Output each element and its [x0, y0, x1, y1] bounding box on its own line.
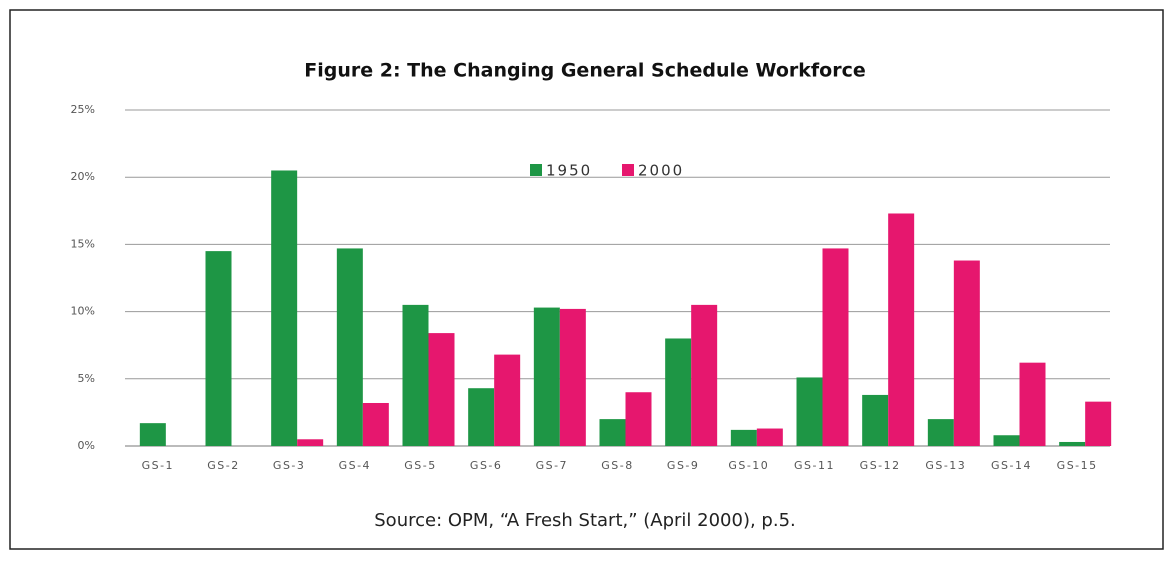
x-tick-label: GS-15 [1057, 459, 1098, 472]
bar [665, 338, 692, 446]
bar [888, 213, 915, 446]
legend-label: 1950 [546, 162, 592, 180]
x-tick-label: GS-5 [404, 459, 436, 472]
x-tick-label: GS-7 [536, 459, 568, 472]
bar [402, 304, 429, 446]
bar [559, 308, 586, 446]
bar [953, 260, 980, 446]
bar [927, 419, 954, 446]
bar [271, 170, 298, 447]
bar [533, 307, 560, 446]
legend-swatch [622, 164, 634, 176]
bar [756, 428, 783, 446]
legend-swatch [530, 164, 542, 176]
x-tick-label: GS-8 [601, 459, 633, 472]
x-tick-label: GS-1 [142, 459, 174, 472]
bar [428, 333, 455, 446]
bar [1085, 401, 1112, 446]
bar [993, 435, 1020, 446]
y-tick-label: 0% [78, 439, 95, 452]
y-tick-label: 20% [71, 170, 95, 183]
x-tick-label: GS-13 [925, 459, 966, 472]
x-tick-label: GS-3 [273, 459, 305, 472]
y-tick-label: 10% [71, 305, 95, 318]
x-tick-label: GS-9 [667, 459, 699, 472]
bar [1059, 441, 1086, 446]
x-tick-label: GS-14 [991, 459, 1032, 472]
bar [599, 419, 626, 446]
bar [730, 429, 757, 446]
bar [822, 248, 849, 446]
bar [796, 377, 823, 446]
source-note: Source: OPM, “A Fresh Start,” (April 200… [374, 510, 796, 531]
y-tick-label: 5% [78, 372, 95, 385]
y-tick-label: 15% [71, 237, 95, 250]
x-tick-label: GS-11 [794, 459, 835, 472]
bar [297, 439, 324, 446]
x-tick-label: GS-2 [207, 459, 239, 472]
x-tick-label: GS-6 [470, 459, 502, 472]
bar [362, 402, 389, 446]
bar [494, 354, 521, 446]
bar [139, 423, 166, 446]
bar [862, 394, 889, 446]
legend-label: 2000 [638, 162, 684, 180]
chart-title: Figure 2: The Changing General Schedule … [304, 60, 865, 82]
x-tick-label: GS-10 [728, 459, 769, 472]
bar [1019, 362, 1046, 446]
y-tick-label: 25% [71, 103, 95, 116]
bar [336, 248, 363, 446]
x-tick-label: GS-4 [339, 459, 371, 472]
bar [691, 304, 718, 446]
bar [205, 251, 232, 446]
bar [625, 392, 652, 446]
x-tick-label: GS-12 [860, 459, 901, 472]
bar [468, 388, 495, 446]
